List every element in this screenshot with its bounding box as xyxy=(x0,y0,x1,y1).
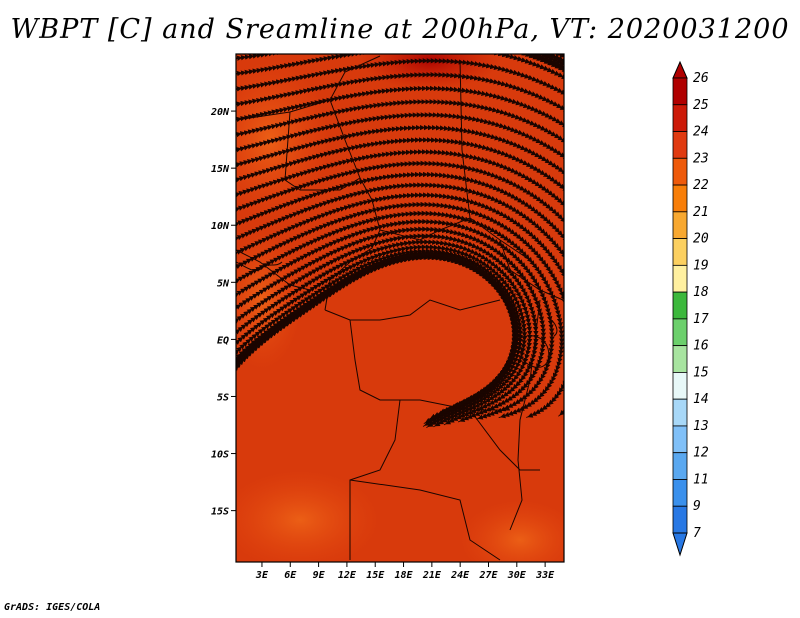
streamlines xyxy=(200,20,619,618)
streamline xyxy=(544,580,618,609)
lon-tick-label: 33E xyxy=(535,570,555,581)
warm-region xyxy=(460,500,564,562)
colorbar-label: 23 xyxy=(693,151,709,166)
warm-region xyxy=(236,470,380,562)
country-borders xyxy=(236,55,564,561)
colorbar-segment xyxy=(672,345,688,373)
streamline xyxy=(456,580,557,618)
streamline xyxy=(588,40,619,58)
streamline xyxy=(293,580,302,618)
lat-tick-label: 5S xyxy=(217,392,229,403)
streamline xyxy=(566,40,618,70)
grads-credit: GrADS: IGES/COLA xyxy=(4,602,101,613)
colorbar-segment xyxy=(672,372,688,400)
lat-tick-label: 15S xyxy=(211,507,229,518)
colorbar: 26 25 24 23 22 21 20 19 18 17 16 15 14 13 12 11 9 7 xyxy=(672,60,709,557)
colorbar-min-arrow xyxy=(672,532,688,557)
chart-title: WBPT [C] and Sreamline at 200hPa, VT: 20… xyxy=(10,14,790,45)
colorbar-label: 25 xyxy=(693,98,709,113)
lon-tick-label: 3E xyxy=(255,570,269,581)
colorbar-label: 19 xyxy=(693,258,709,273)
colorbar-segment xyxy=(672,131,688,159)
lon-tick-label: 12E xyxy=(338,570,357,581)
streamline xyxy=(566,580,617,602)
lat-tick-label: 20N xyxy=(210,107,230,118)
colorbar-segment xyxy=(672,77,688,106)
colorbar-label: 21 xyxy=(693,205,709,220)
colorbar-label: 20 xyxy=(693,232,709,247)
hot-region xyxy=(360,54,500,90)
lon-tick-label: 21E xyxy=(422,570,442,581)
colorbar-segment xyxy=(672,318,688,347)
lon-tick-label: 9E xyxy=(313,570,326,581)
colorbar-label: 13 xyxy=(693,419,709,434)
colorbar-label: 16 xyxy=(693,339,709,354)
streamline xyxy=(412,580,462,618)
colorbar-segment xyxy=(672,291,688,320)
lon-tick-label: 18E xyxy=(395,570,414,581)
lon-tick-label: 24E xyxy=(450,570,470,581)
colorbar-label: 11 xyxy=(693,472,709,487)
colorbar-label: 17 xyxy=(693,312,709,327)
lat-tick-label: 10N xyxy=(211,221,230,232)
latitude-axis: 20N 15N 10N 5N EQ 5S 10S 15S xyxy=(210,107,236,518)
colorbar-segment xyxy=(672,238,688,266)
streamline xyxy=(200,590,217,617)
streamline xyxy=(478,580,591,618)
longitude-axis: 3E 6E 9E 12E 15E 18E 21E 24E 27E 30E 33E xyxy=(255,562,555,581)
colorbar-label: 22 xyxy=(693,178,709,193)
lon-tick-label: 27E xyxy=(478,570,498,581)
colorbar-segment xyxy=(672,264,688,293)
streamline xyxy=(321,580,324,618)
lat-tick-label: EQ xyxy=(217,335,229,346)
streamline xyxy=(200,20,291,30)
streamline xyxy=(434,580,508,618)
colorbar-label: 9 xyxy=(693,499,701,514)
map-frame xyxy=(235,53,565,563)
warm-region xyxy=(236,230,302,370)
warm-region xyxy=(236,60,330,220)
colorbar-segment xyxy=(672,425,688,454)
streamline xyxy=(346,580,356,618)
colorbar-segment xyxy=(672,211,688,239)
streamline xyxy=(368,580,388,618)
lon-tick-label: 30E xyxy=(507,570,527,581)
colorbar-segment xyxy=(672,157,688,186)
lat-tick-label: 15N xyxy=(211,164,230,175)
colorbar-segment xyxy=(672,505,688,534)
colorbar-segment xyxy=(672,479,688,507)
colorbar-segment xyxy=(672,184,688,213)
colorbar-label: 26 xyxy=(693,71,709,86)
streamline xyxy=(500,580,613,618)
colorbar-label: 18 xyxy=(693,285,709,300)
streamline xyxy=(263,580,280,618)
streamline xyxy=(522,580,619,615)
streamline xyxy=(218,580,236,618)
colorbar-max-arrow xyxy=(672,60,688,79)
lat-tick-label: 5N xyxy=(217,278,230,289)
lat-tick-label: 10S xyxy=(211,450,229,461)
streamline xyxy=(258,20,389,40)
colorbar-label: 15 xyxy=(693,365,709,380)
colorbar-label: 14 xyxy=(693,392,709,407)
streamline xyxy=(237,580,258,618)
streamline xyxy=(236,21,367,41)
streamline xyxy=(390,580,423,618)
map-plot-area xyxy=(200,20,619,618)
colorbar-label: 7 xyxy=(693,526,701,541)
colorbar-label: 12 xyxy=(693,446,709,461)
colorbar-segment xyxy=(672,104,688,132)
colorbar-segment xyxy=(672,452,688,480)
streamline xyxy=(236,251,513,562)
lon-tick-label: 6E xyxy=(284,570,297,581)
lon-tick-label: 15E xyxy=(366,570,385,581)
streamline xyxy=(588,580,617,594)
streamline xyxy=(200,20,390,46)
colorbar-segment xyxy=(672,398,688,427)
colorbar-label: 24 xyxy=(693,125,709,140)
